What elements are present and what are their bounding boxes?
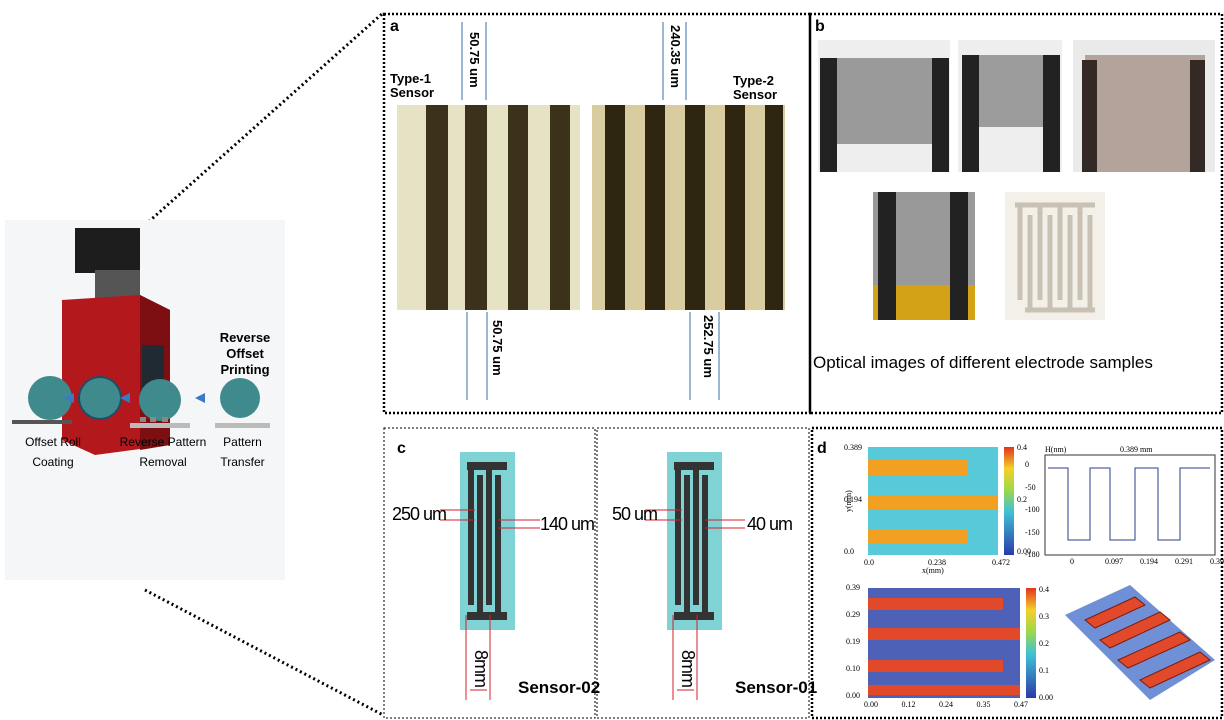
y-tick-label: 0.0 <box>844 547 854 556</box>
colorbar-label: 0.4 <box>1039 585 1049 594</box>
x-tick-label: 0.39 <box>1210 557 1224 566</box>
x-tick-label: 0.097 <box>1105 557 1123 566</box>
figure: Reverse Offset Printing Offset Roll Coat… <box>0 0 1224 720</box>
dimension: 140 um <box>540 514 594 535</box>
sensor-name: Sensor-01 <box>735 678 817 698</box>
dimension: 40 um <box>747 514 792 535</box>
panel-label: c <box>397 440 406 458</box>
y-tick-label: 0.00 <box>846 691 860 700</box>
dimension: 252.75 um <box>701 315 716 378</box>
process-step: Reverse Pattern Removal <box>118 432 208 472</box>
colorbar-label: 0.00 <box>1039 693 1053 702</box>
x-tick-label: 0.472 <box>992 558 1010 567</box>
y-tick-label: 0.10 <box>846 664 860 673</box>
dimension: 250 um <box>392 504 446 525</box>
printer <box>5 220 285 580</box>
sensor-label: Type-2 Sensor <box>733 74 788 102</box>
x-tick-label: 0.24 <box>939 700 953 709</box>
y-tick-label: -150 <box>1025 528 1040 537</box>
y-tick-label: 0.389 <box>844 443 862 452</box>
dimension: 50.75 um <box>490 320 505 376</box>
x-tick-label: 0.47 <box>1014 700 1028 709</box>
axis-label: H(nm) <box>1045 445 1066 454</box>
y-tick-label: -50 <box>1025 483 1036 492</box>
x-tick-label: 0.12 <box>902 700 916 709</box>
dimension: 240.35 um <box>668 25 683 88</box>
x-tick-label: 0.35 <box>977 700 991 709</box>
dimension: 50.75 um <box>467 32 482 88</box>
y-tick-label: 0.29 <box>846 610 860 619</box>
y-tick-label: 0 <box>1025 460 1029 469</box>
x-tick-label: 0 <box>1070 557 1074 566</box>
dimension: 50 um <box>612 504 657 525</box>
y-tick-label: -180 <box>1025 550 1040 559</box>
process-step: Offset Roll Coating <box>18 432 88 472</box>
colorbar-label: 0.1 <box>1039 666 1049 675</box>
axis-label: 0.389 mm <box>1120 445 1152 454</box>
dimension: 8mm <box>677 650 698 687</box>
panel-label: a <box>390 18 399 36</box>
process-step: Pattern Transfer <box>215 432 270 472</box>
colorbar-label: 0.4 <box>1017 443 1027 452</box>
connector <box>145 13 383 225</box>
colorbar-label: 0.2 <box>1017 495 1027 504</box>
x-tick-label: 0.194 <box>1140 557 1158 566</box>
connector <box>145 590 383 715</box>
axis-label: x(mm) <box>922 566 944 575</box>
y-tick-label: 0.39 <box>846 583 860 592</box>
sensor-name: Sensor-02 <box>518 678 600 698</box>
panel-label: d <box>817 440 827 458</box>
panel-label: b <box>815 18 825 36</box>
x-tick-label: 0.291 <box>1175 557 1193 566</box>
afm-images <box>868 447 1215 700</box>
process-title: Reverse Offset Printing <box>205 330 285 378</box>
colorbar-label: 0.2 <box>1039 639 1049 648</box>
micrograph <box>397 22 785 400</box>
axis-label: y(mm) <box>844 490 853 512</box>
y-tick-label: 0.19 <box>846 637 860 646</box>
y-tick-label: -100 <box>1025 505 1040 514</box>
sensor-label: Type-1 Sensor <box>390 72 440 100</box>
x-tick-label: 0.00 <box>864 700 878 709</box>
caption: Optical images of different electrode sa… <box>813 353 1153 373</box>
sample-photos <box>818 40 1215 320</box>
x-tick-label: 0.0 <box>864 558 874 567</box>
colorbar-label: 0.3 <box>1039 612 1049 621</box>
dimension: 8mm <box>470 650 491 687</box>
